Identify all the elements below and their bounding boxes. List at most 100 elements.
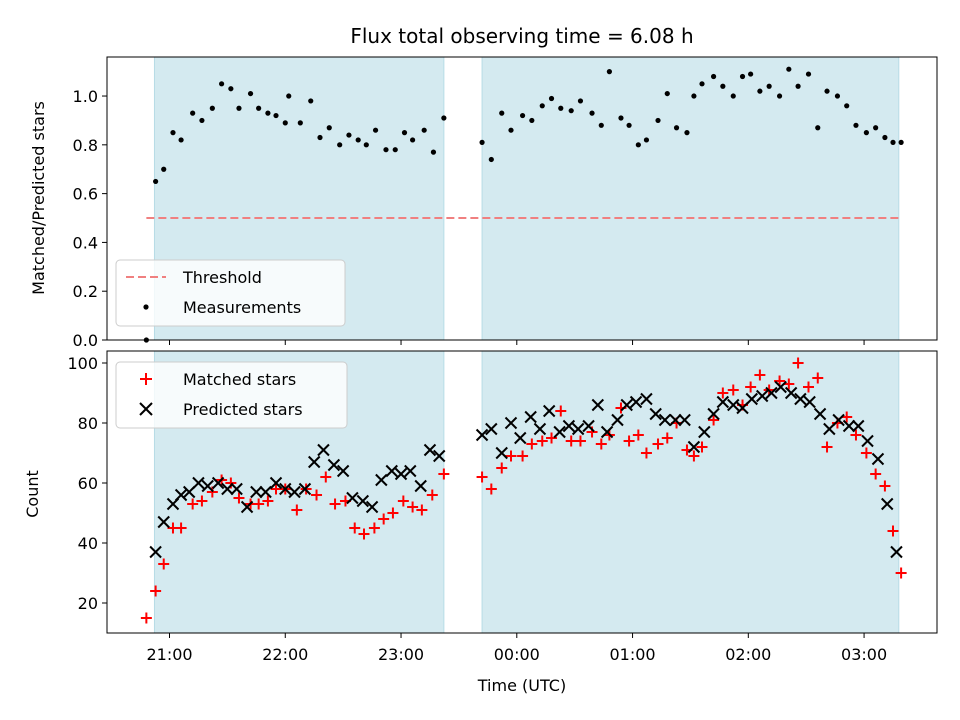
predicted-point: [356, 494, 370, 508]
predicted-legend-label: Predicted stars: [183, 400, 303, 419]
predicted-point: [514, 431, 527, 445]
predicted-point: [582, 419, 595, 433]
matched-point: [783, 378, 795, 390]
measurement-point: [479, 139, 485, 145]
measurement-point: [606, 69, 612, 75]
predicted-point: [784, 386, 798, 400]
matched-point: [887, 525, 899, 537]
matched-point: [623, 435, 635, 447]
predicted-point: [765, 386, 778, 400]
measurement-point: [673, 125, 680, 131]
predicted-point: [240, 500, 254, 514]
measurement-point: [529, 117, 535, 124]
predicted-point: [591, 398, 605, 412]
matched-point: [745, 381, 757, 393]
measurement-points: [143, 66, 904, 343]
measurement-point: [508, 127, 514, 133]
matched-point: [196, 495, 208, 507]
predicted-point: [192, 476, 205, 490]
predicted-point: [813, 407, 827, 421]
predicted-point: [687, 440, 701, 454]
matched-point: [187, 498, 199, 510]
bottom-y-ticks: 20 40 60 80 100: [67, 354, 107, 613]
y-tick-label: 0.6: [73, 185, 98, 204]
predicted-point: [669, 413, 682, 427]
matched-point: [526, 438, 538, 450]
x-tick-label: 02:00: [725, 645, 771, 664]
matched-point: [140, 612, 152, 624]
matched-point: [387, 507, 399, 519]
matched-point: [717, 387, 729, 399]
x-tick-label: 01:00: [609, 645, 655, 664]
measurement-point: [691, 93, 697, 99]
predicted-point: [149, 545, 162, 559]
bottom-x-ticks: 21:00 22:00 23:00 00:00 01:00 02:00 03:00: [146, 633, 887, 664]
predicted-point: [852, 419, 865, 433]
matched-point: [505, 450, 517, 462]
measurement-point: [730, 93, 736, 99]
measurement-point: [273, 112, 279, 119]
predicted-point: [495, 446, 508, 460]
measurement-point: [882, 134, 888, 141]
x-tick-label: 21:00: [146, 645, 192, 664]
predicted-point: [288, 485, 301, 499]
measurement-point: [757, 88, 763, 94]
measurement-point: [372, 127, 379, 133]
matched-point: [688, 450, 700, 462]
measurement-point: [844, 103, 850, 109]
measurement-point: [618, 115, 624, 121]
matched-point: [358, 528, 370, 540]
matched-point: [792, 357, 804, 369]
predicted-point: [269, 476, 283, 490]
measurement-point: [863, 130, 869, 136]
x-tick-label: 22:00: [262, 645, 308, 664]
measurement-point: [153, 178, 159, 185]
measurement-point: [401, 130, 408, 136]
matched-point: [565, 435, 577, 447]
matched-point: [708, 414, 720, 426]
measurement-point: [548, 95, 555, 102]
y-tick-label: 1.0: [73, 87, 98, 106]
measurement-point: [308, 98, 314, 104]
predicted-point: [346, 491, 359, 505]
matched-point: [262, 495, 274, 507]
x-axis-label: Time (UTC): [477, 676, 566, 695]
measurement-point: [643, 137, 650, 143]
top-x-ticks: [169, 340, 865, 345]
measurement-point: [589, 110, 595, 116]
measurements-legend-swatch: [143, 304, 149, 310]
measurement-point: [199, 117, 205, 124]
matched-point: [841, 411, 853, 423]
predicted-point: [308, 455, 321, 469]
measurement-point: [363, 142, 369, 148]
matched-point: [407, 501, 419, 513]
matched-point: [426, 489, 438, 501]
measurement-point: [178, 137, 184, 143]
measurement-point: [568, 108, 574, 114]
measurement-point: [664, 90, 670, 97]
predicted-point: [649, 407, 662, 421]
y-tick-label: 0.8: [73, 136, 98, 155]
measurement-point: [776, 93, 783, 99]
y-tick-label: 100: [67, 354, 98, 373]
predicted-point: [871, 452, 885, 466]
predicted-point: [842, 419, 856, 433]
matched-point: [270, 483, 282, 495]
predicted-point: [890, 545, 903, 559]
bottom-legend-box: [115, 361, 348, 429]
predicted-point: [211, 476, 225, 490]
predicted-point: [279, 482, 292, 496]
matched-point: [329, 498, 341, 510]
predicted-point: [678, 413, 691, 427]
measurement-point: [161, 166, 167, 172]
matched-point: [595, 438, 607, 450]
matched-point: [150, 585, 162, 597]
chart-title: Flux total observing time = 6.08 h: [350, 24, 693, 48]
matched-point: [803, 381, 815, 393]
predicted-point: [385, 464, 398, 478]
measurement-point: [326, 125, 332, 131]
measurement-point: [256, 105, 262, 111]
predicted-point: [774, 380, 787, 394]
measurement-point: [430, 149, 437, 155]
